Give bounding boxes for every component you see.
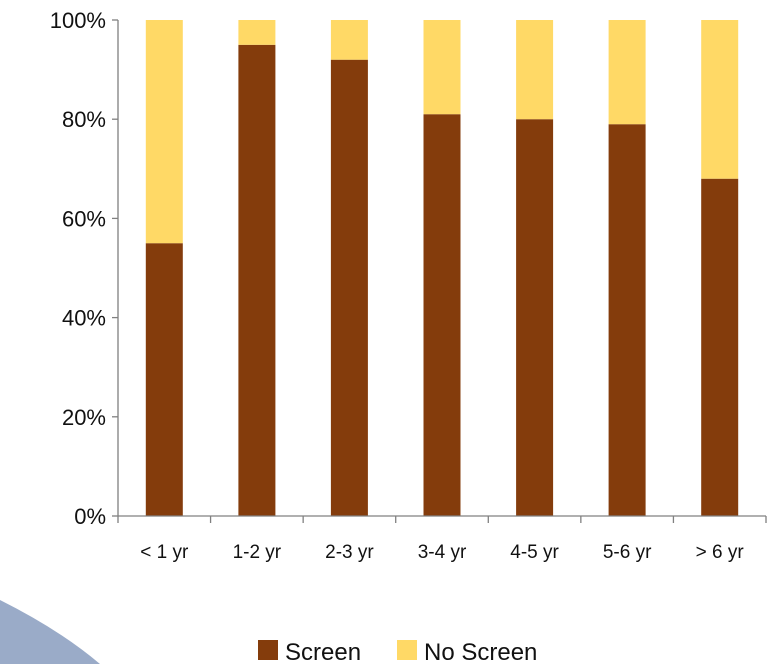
x-tick-label: 4-5 yr bbox=[510, 542, 559, 563]
x-tick-label: 1-2 yr bbox=[233, 542, 282, 563]
x-tick-label: 2-3 yr bbox=[325, 542, 374, 563]
legend-swatch-no-screen bbox=[397, 640, 417, 660]
y-tick-label: 40% bbox=[62, 306, 106, 331]
legend-label-screen: Screen bbox=[285, 639, 361, 664]
legend-label-no-screen: No Screen bbox=[424, 639, 537, 664]
decorative-corner-shape bbox=[0, 600, 100, 664]
y-tick-label: 80% bbox=[62, 107, 106, 132]
x-ticks-group: < 1 yr 1-2 yr 2-3 yr 3-4 yr 4-5 yr 5-6 yr > 6 … bbox=[117, 516, 767, 563]
bar-no-screen-2 bbox=[330, 20, 368, 60]
bar-screen-1 bbox=[238, 44, 276, 517]
bar-screen-4 bbox=[516, 119, 554, 516]
bar-no-screen-0 bbox=[145, 20, 183, 244]
x-tick-label: < 1 yr bbox=[140, 542, 189, 563]
y-tick-label: 100% bbox=[50, 8, 106, 33]
bar-screen-3 bbox=[423, 114, 461, 516]
plot-area: 0% 20% 40% 60% 80% 100% < 1 yr 1-2 yr 2-3 yr 3-4… bbox=[50, 8, 767, 563]
x-tick-label: 5-6 yr bbox=[603, 542, 652, 563]
bar-no-screen-1 bbox=[238, 20, 276, 45]
y-tick-label: 0% bbox=[74, 504, 106, 529]
bar-screen-6 bbox=[701, 178, 739, 516]
bar-screen-0 bbox=[145, 243, 183, 516]
bar-no-screen-5 bbox=[608, 20, 646, 125]
bar-no-screen-3 bbox=[423, 20, 461, 115]
x-tick-label: > 6 yr bbox=[696, 542, 745, 563]
bar-no-screen-4 bbox=[516, 20, 554, 120]
bar-screen-2 bbox=[330, 59, 368, 516]
y-ticks-group: 0% 20% 40% 60% 80% 100% bbox=[50, 8, 118, 529]
bar-no-screen-6 bbox=[701, 20, 739, 179]
bar-screen-5 bbox=[608, 124, 646, 516]
legend-swatch-screen bbox=[258, 640, 278, 660]
bars-group bbox=[145, 20, 739, 517]
y-tick-label: 60% bbox=[62, 206, 106, 231]
legend: Screen No Screen bbox=[258, 639, 537, 664]
y-tick-label: 20% bbox=[62, 405, 106, 430]
x-tick-label: 3-4 yr bbox=[418, 542, 467, 563]
